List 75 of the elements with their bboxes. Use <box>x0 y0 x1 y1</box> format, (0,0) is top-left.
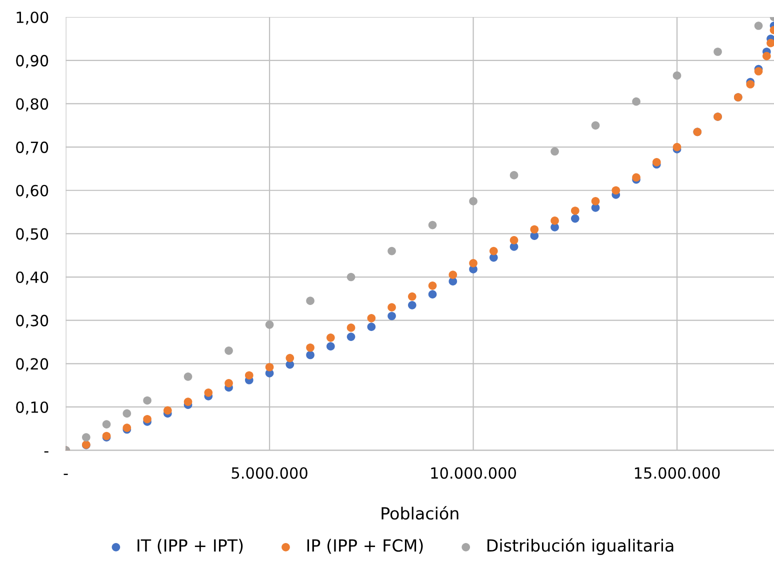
point <box>428 290 437 299</box>
point <box>306 343 314 352</box>
point <box>612 186 620 195</box>
point <box>184 398 192 406</box>
point <box>388 312 396 320</box>
y-tick-label: 0,90 <box>16 54 48 68</box>
point <box>591 197 600 206</box>
point <box>428 220 437 230</box>
point <box>754 22 763 30</box>
point <box>652 158 661 166</box>
point <box>82 433 90 442</box>
x-tick-label: 5.000.000 <box>232 467 308 479</box>
point <box>204 388 213 397</box>
point <box>632 97 640 106</box>
legend-label: Distribución igualitaria <box>487 538 674 555</box>
point <box>766 38 774 48</box>
point <box>550 147 559 156</box>
point <box>550 216 559 225</box>
point <box>388 303 396 312</box>
point <box>754 67 763 76</box>
point <box>326 334 335 342</box>
point <box>570 214 580 223</box>
x-tick-label: 10.000.000 <box>431 467 516 479</box>
point <box>102 420 111 428</box>
point <box>367 322 376 332</box>
point <box>591 121 600 130</box>
y-tick-label: 1,00 <box>16 12 48 25</box>
point <box>388 246 396 256</box>
x-tick-label: 15.000.000 <box>634 467 720 479</box>
x-axis-title: Población <box>382 506 458 520</box>
point <box>367 314 376 322</box>
point <box>428 282 437 290</box>
point <box>346 332 356 341</box>
point <box>570 206 580 215</box>
legend-label: IT (IPP + IPT) <box>138 538 243 554</box>
point <box>326 342 335 350</box>
point <box>122 409 132 418</box>
point <box>265 362 274 372</box>
point <box>408 301 416 310</box>
point <box>448 270 458 280</box>
point <box>530 225 539 234</box>
point <box>746 80 755 88</box>
point <box>408 292 416 301</box>
y-tick-label: 0,20 <box>16 358 48 372</box>
point <box>286 354 294 362</box>
point <box>489 246 498 256</box>
y-tick-label: 0,10 <box>16 401 48 415</box>
point <box>346 324 356 332</box>
point <box>510 236 518 244</box>
point <box>469 258 478 268</box>
y-tick-label: 0,70 <box>16 142 48 155</box>
point <box>244 371 254 380</box>
y-tick-label: 0,30 <box>16 314 48 328</box>
point <box>762 52 771 60</box>
point <box>510 171 518 180</box>
point <box>714 48 722 56</box>
point <box>143 396 152 405</box>
y-tick-label: 0,40 <box>16 271 48 285</box>
point <box>224 378 233 388</box>
point <box>163 406 172 415</box>
y-tick-label: 0,60 <box>16 184 48 198</box>
point <box>184 372 192 381</box>
point <box>672 71 682 80</box>
point <box>346 272 356 282</box>
y-tick-label: - <box>44 451 48 453</box>
point <box>469 197 478 206</box>
point <box>224 346 233 355</box>
point <box>306 350 314 360</box>
point <box>143 414 152 424</box>
point <box>672 142 682 152</box>
point <box>265 320 274 329</box>
y-tick-label: 0,50 <box>16 228 48 242</box>
point <box>306 296 314 306</box>
legend-label: IP (IPP + FCM) <box>307 538 423 554</box>
y-tick-label: 0,80 <box>16 98 48 112</box>
